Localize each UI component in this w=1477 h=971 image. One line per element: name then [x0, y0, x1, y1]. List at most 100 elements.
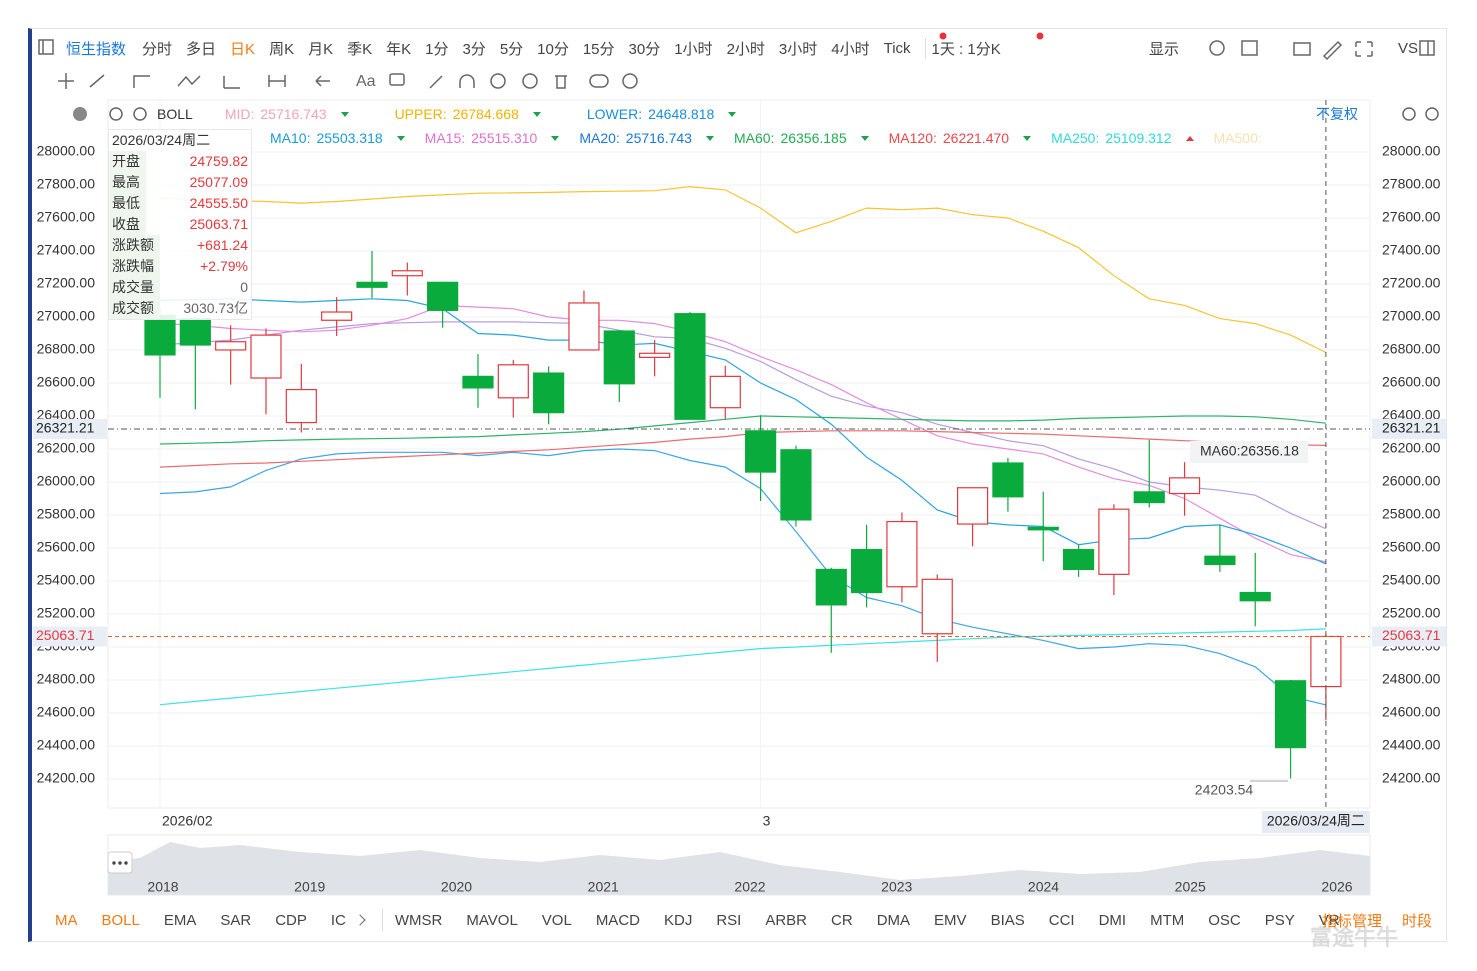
period-tab[interactable]: 3小时	[778, 40, 818, 58]
y-tick-label: 25800.00	[1382, 506, 1441, 522]
indicator-bar: BOLL MID: 25716.743 UPPER: 26784.668 LOWER: 24…	[157, 104, 750, 124]
indicator-tab[interactable]: MAVOL	[466, 911, 518, 929]
y-tick-label: 24200.00	[37, 770, 96, 786]
indicator-tab[interactable]: WMSR	[394, 911, 443, 929]
info-label: 最低	[109, 193, 146, 214]
indicator-tab[interactable]: OSC	[1208, 911, 1241, 929]
indicator-tab[interactable]: BOLL	[101, 911, 140, 929]
y-tick-label: 26800.00	[37, 341, 96, 357]
period-tab[interactable]: 1分	[425, 40, 449, 58]
navigator-year: 2023	[881, 879, 912, 895]
watermark: 富途牛牛	[1310, 925, 1399, 950]
candle-body	[497, 364, 529, 399]
navigator-year: 2018	[147, 879, 178, 895]
y-tick-label: 26600.00	[37, 374, 96, 390]
candle-body	[886, 520, 918, 588]
y-tick-label: 25200.00	[37, 605, 96, 621]
display-menu[interactable]: 显示	[1149, 40, 1180, 58]
indicator-tab[interactable]: DMA	[876, 911, 911, 929]
y-tick-label: 27000.00	[1382, 308, 1441, 324]
text-tool[interactable]: Aa	[356, 73, 376, 90]
info-label: 成交量	[109, 277, 160, 298]
y-tick-label: 25800.00	[37, 506, 96, 522]
ma-line	[159, 448, 1327, 706]
session-tab[interactable]: 时段	[1402, 912, 1433, 930]
candle-body	[1239, 591, 1271, 602]
indicator-tab[interactable]: CR	[831, 911, 853, 929]
indicator-tab[interactable]: MTM	[1150, 911, 1185, 929]
y-tick-label: 25400.00	[1382, 572, 1441, 588]
info-value: 25077.09	[189, 174, 248, 190]
period-tab[interactable]: 分时	[142, 40, 173, 58]
indicator-tab[interactable]: VOL	[541, 911, 572, 929]
period-tab[interactable]: 日K	[230, 40, 256, 58]
candle-body	[956, 487, 989, 525]
indicator-tab[interactable]: RSI	[716, 911, 742, 929]
price-label: 25063.71	[1382, 627, 1441, 643]
indicator-tab[interactable]: MACD	[595, 911, 640, 929]
y-tick-label: 24600.00	[37, 704, 96, 720]
period-tab[interactable]: 月K	[308, 40, 334, 58]
candle-body	[144, 314, 176, 356]
period-tab[interactable]: 年K	[386, 40, 412, 58]
range-menu[interactable]: 1天 : 1分K	[924, 37, 1001, 59]
indicator-tab[interactable]: BIAS	[990, 911, 1025, 929]
ma-line	[159, 430, 1326, 468]
indicator-tabs: MA BOLL EMA SAR CDP IC WMSR MAVOL VOL MACD KDJ RSI A…	[55, 908, 1364, 932]
indicator-tab[interactable]: MA	[55, 911, 78, 929]
navigator-area	[108, 842, 1370, 895]
indicator-tab[interactable]: EMV	[934, 911, 967, 929]
adjust-button[interactable]: 不复权	[1316, 106, 1358, 122]
candle-body	[321, 311, 353, 321]
indicator-tab[interactable]: IC	[330, 911, 346, 929]
period-tab[interactable]: 3分	[462, 40, 486, 58]
candle-body	[850, 549, 883, 594]
y-tick-label: 27800.00	[37, 176, 96, 192]
vs-button[interactable]: VS	[1398, 39, 1419, 57]
candle-body	[356, 281, 388, 288]
ma-value: 25515.310	[471, 130, 538, 146]
period-tab[interactable]: 15分	[582, 40, 615, 58]
navigator-year: 2019	[294, 879, 325, 895]
candle-body	[745, 430, 777, 473]
period-tab[interactable]: 季K	[347, 40, 373, 58]
period-tab[interactable]: 5分	[499, 40, 524, 58]
indicator-tab[interactable]: PSY	[1264, 911, 1295, 929]
annotation-bg	[1190, 441, 1308, 463]
period-tab[interactable]: 周K	[269, 40, 295, 58]
navigator-year: 2026	[1321, 879, 1352, 895]
indicator-tab[interactable]: EMA	[163, 911, 197, 929]
period-tab[interactable]: 4小时	[831, 40, 870, 58]
ma-line	[159, 298, 1327, 565]
info-row: 成交量 0	[109, 277, 251, 298]
period-tab[interactable]: Tick	[883, 39, 911, 57]
tab-scroll[interactable]	[354, 914, 366, 926]
period-tab[interactable]: 1小时	[674, 40, 713, 58]
ma-value: 25503.318	[316, 130, 383, 146]
price-label-bg	[33, 626, 107, 647]
indicator-tab[interactable]: KDJ	[663, 911, 693, 929]
period-tab[interactable]: 多日	[186, 40, 217, 58]
tab-actions: 指标管理 时段	[1322, 908, 1432, 932]
info-value: 0	[240, 279, 248, 295]
indicator-label: LOWER:	[586, 106, 643, 122]
y-tick-label: 26600.00	[1382, 374, 1441, 390]
period-tab[interactable]: 2小时	[726, 40, 765, 58]
indicator-tab[interactable]: CCI	[1048, 911, 1075, 929]
indicator-tab[interactable]: VR	[1318, 911, 1340, 929]
info-label: 成交额	[109, 298, 160, 319]
indicator-tab[interactable]: SAR	[220, 911, 252, 929]
candle-body	[1027, 526, 1059, 531]
indicator-tab[interactable]: ARBR	[765, 911, 808, 929]
manage-tab[interactable]: 指标管理	[1322, 912, 1383, 930]
candle-body	[603, 330, 635, 385]
period-tab[interactable]: 10分	[537, 40, 569, 58]
indicator-tab[interactable]: DMI	[1098, 911, 1127, 929]
y-tick-label: 27400.00	[1382, 242, 1441, 258]
symbol[interactable]: 恒生指数	[66, 40, 127, 58]
candle-body	[1168, 477, 1201, 495]
indicator-name[interactable]: BOLL	[157, 106, 193, 122]
indicator-tab[interactable]: CDP	[275, 911, 307, 929]
period-tab[interactable]: 30分	[628, 40, 661, 58]
